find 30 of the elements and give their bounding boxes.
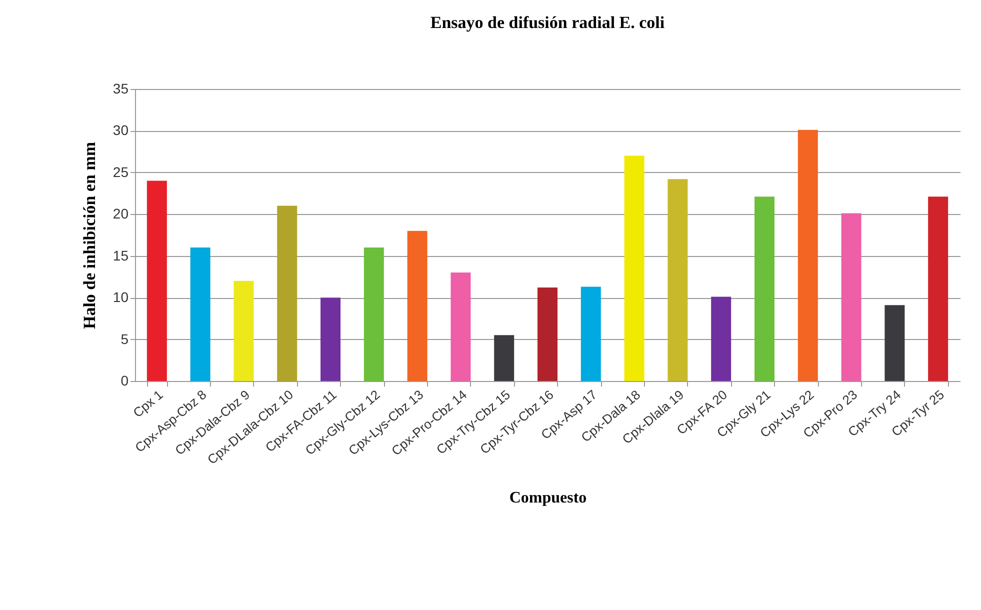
y-tick-label: 0 [120,372,129,388]
y-tick-label: 20 [112,206,129,222]
bar [364,248,384,381]
bar [580,286,601,381]
bar [407,230,428,381]
x-axis-title: Compuesto [509,490,587,507]
bar [668,179,688,381]
y-axis-title: Halo de inhibición en mm [80,142,99,330]
chart-title: Ensayo de difusión radial E. coli [430,13,665,32]
y-tick-label: 5 [120,330,129,347]
y-tick-label: 30 [112,122,129,138]
bar [277,206,298,381]
bar [538,288,558,381]
bar [884,305,905,381]
bar [494,335,514,381]
bar [320,298,341,381]
bar [754,196,774,381]
bar [711,296,732,381]
bar [146,180,167,381]
bar [450,272,471,381]
bar [798,130,818,381]
bar [928,196,948,381]
y-tick-label: 10 [112,289,129,306]
y-tick-label: 15 [112,247,129,264]
bar [234,280,254,381]
bar [190,248,210,381]
y-tick-label: 25 [112,164,129,180]
bar [841,213,862,381]
y-tick-label: 35 [112,80,129,96]
bar [624,156,644,381]
